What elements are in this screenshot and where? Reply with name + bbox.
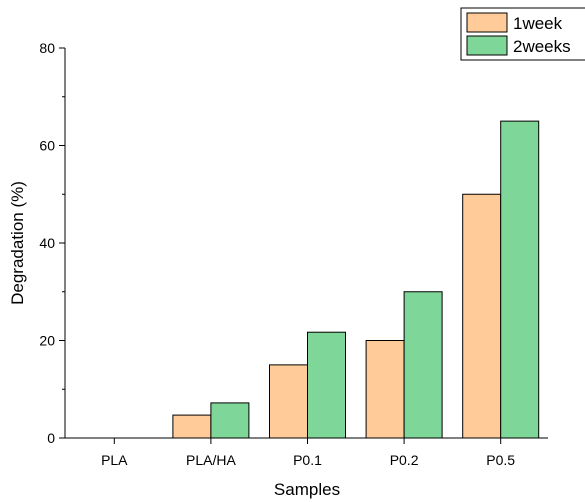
- x-tick-label: P0.2: [390, 452, 419, 468]
- x-axis-title: Samples: [274, 480, 340, 499]
- legend-label-1week: 1week: [513, 14, 563, 33]
- legend-label-2weeks: 2weeks: [513, 37, 571, 56]
- bar-1week-P0.5: [462, 193, 502, 439]
- x-tick-label: P0.5: [486, 452, 515, 468]
- x-tick-label: PLA: [101, 452, 128, 468]
- legend: 1week 2weeks: [460, 7, 585, 61]
- bar-1week-PLA/HA: [172, 414, 212, 439]
- y-tick-label: 0: [47, 430, 55, 446]
- bar-1week-P0.2: [365, 340, 405, 439]
- x-tick-label: P0.1: [293, 452, 322, 468]
- bar-2weeks-P0.2: [403, 291, 443, 439]
- x-tick-label: PLA/HA: [186, 452, 236, 468]
- y-axis-title: Degradation (%): [8, 181, 27, 305]
- bars-layer: [172, 120, 540, 439]
- y-tick-label: 80: [39, 40, 55, 56]
- bar-2weeks-P0.5: [500, 120, 540, 439]
- bar-1week-P0.1: [269, 364, 308, 439]
- ticks-layer: 0 20 40 60 80 PLA PLA/HA P0.1 P0.2 P0.5: [39, 40, 515, 468]
- y-tick-label: 60: [39, 138, 55, 154]
- legend-swatch-1week: [466, 12, 508, 33]
- y-tick-label: 40: [39, 235, 55, 251]
- bar-2weeks-PLA/HA: [210, 402, 250, 439]
- bar-2weeks-P0.1: [307, 331, 346, 439]
- y-tick-label: 20: [39, 333, 55, 349]
- legend-swatch-2weeks: [466, 35, 508, 56]
